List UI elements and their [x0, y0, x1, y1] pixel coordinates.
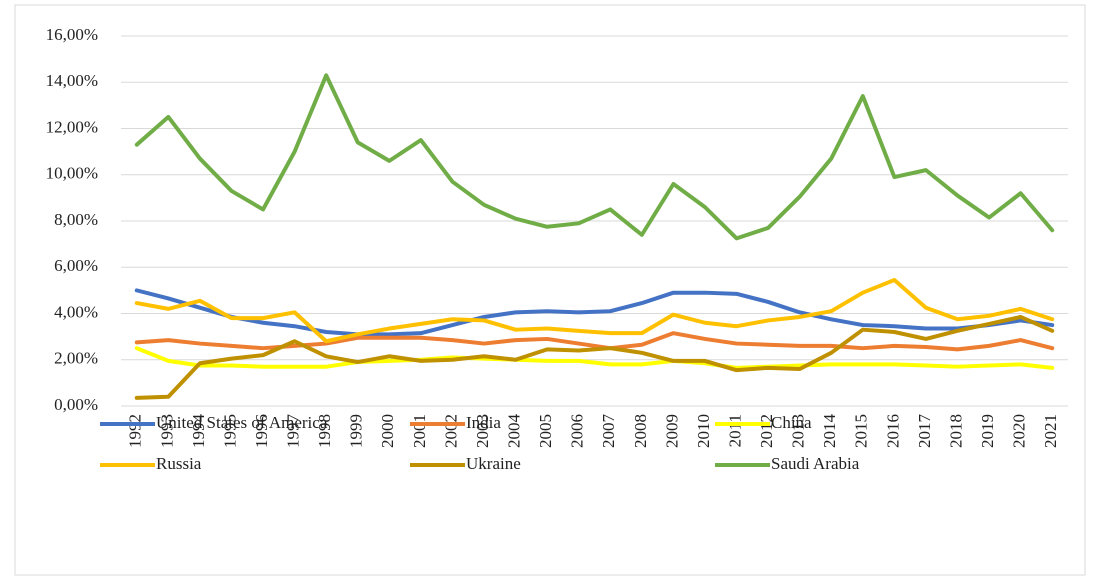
x-tick-label: 2017 — [915, 414, 934, 449]
x-tick-label: 1993 — [157, 414, 176, 448]
chart-border — [14, 4, 1086, 576]
x-tick-label: 2020 — [1010, 414, 1029, 448]
x-tick-label: 2019 — [978, 414, 997, 448]
x-tick-label: 2011 — [725, 414, 744, 447]
x-tick-label: 2016 — [883, 414, 902, 448]
x-tick-label: 1992 — [126, 414, 145, 448]
x-tick-label: 2018 — [946, 414, 965, 448]
x-tick-label: 1998 — [315, 414, 334, 448]
x-tick-label: 2005 — [536, 414, 555, 448]
legend-label: United States of America — [156, 413, 328, 432]
x-tick-label: 2003 — [473, 414, 492, 448]
legend-label: Ukraine — [466, 454, 521, 473]
series-line — [134, 288, 1055, 337]
x-tick-label: 1994 — [189, 414, 208, 449]
y-tick-label: 8,00% — [54, 210, 98, 229]
series-line — [134, 277, 1055, 344]
x-tick-label: 2002 — [441, 414, 460, 448]
y-tick-label: 12,00% — [46, 117, 98, 136]
x-tick-label: 2013 — [789, 414, 808, 448]
x-tick-label: 1995 — [220, 414, 239, 448]
legend-label: India — [466, 413, 501, 432]
y-tick-label: 4,00% — [54, 302, 98, 321]
x-tick-label: 2004 — [504, 414, 523, 449]
y-tick-label: 2,00% — [54, 349, 98, 368]
x-tick-label: 2009 — [662, 414, 681, 448]
x-tick-label: 2006 — [568, 414, 587, 448]
y-tick-label: 10,00% — [46, 164, 98, 183]
x-tick-label: 2001 — [410, 414, 429, 448]
legend-label: Saudi Arabia — [771, 454, 860, 473]
x-tick-label: 2014 — [820, 414, 839, 449]
y-tick-label: 6,00% — [54, 256, 98, 275]
x-tick-label: 2010 — [694, 414, 713, 448]
x-tick-label: 2000 — [378, 414, 397, 448]
x-tick-label: 2007 — [599, 414, 618, 449]
x-tick-label: 1999 — [347, 414, 366, 448]
legend-label: China — [771, 413, 812, 432]
legend-label: Russia — [156, 454, 202, 473]
y-tick-label: 14,00% — [46, 71, 98, 90]
series-line — [134, 314, 1055, 400]
x-tick-label: 2008 — [631, 414, 650, 448]
x-tick-label: 2021 — [1041, 414, 1060, 448]
y-tick-label: 0,00% — [54, 395, 98, 414]
y-tick-label: 16,00% — [46, 25, 98, 44]
x-tick-label: 1996 — [252, 414, 271, 448]
series-line — [134, 73, 1055, 241]
series-line — [134, 346, 1055, 370]
series-line — [134, 331, 1055, 352]
x-tick-label: 2015 — [852, 414, 871, 448]
x-tick-label: 1997 — [284, 414, 303, 449]
